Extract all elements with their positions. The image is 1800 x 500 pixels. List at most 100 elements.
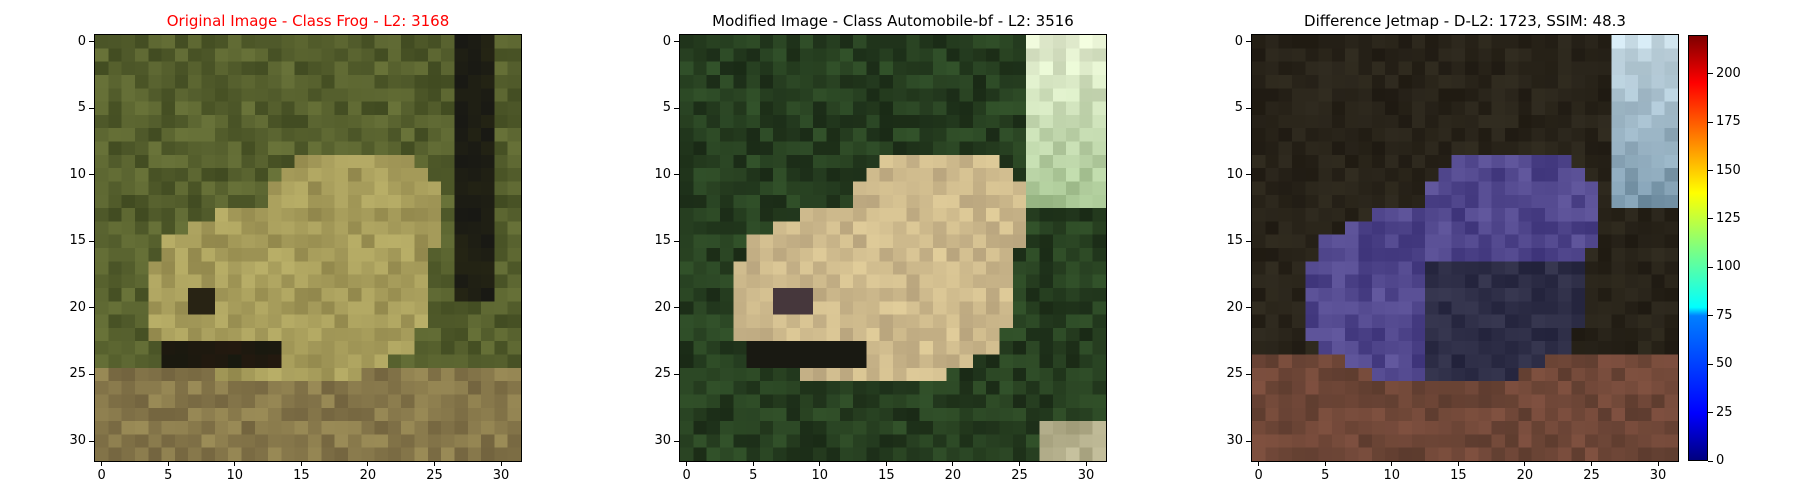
y-tick-label: 5 [662, 100, 671, 116]
panel-title-original: Original Image - Class Frog - L2: 3168 [166, 12, 450, 30]
y-tick-label: 25 [654, 366, 671, 382]
x-tick-mark [101, 461, 103, 466]
y-tick-mark [89, 373, 94, 375]
colorbar-tick-label: 0 [1716, 453, 1725, 468]
y-tick-mark [89, 240, 94, 242]
x-tick-mark [367, 461, 369, 466]
x-tick-mark [500, 461, 502, 466]
original-image [94, 34, 522, 462]
difference-jetmap-image [1251, 34, 1679, 462]
colorbar-tick-label: 150 [1716, 162, 1741, 178]
y-tick-mark [89, 307, 94, 309]
modified-image [679, 34, 1107, 462]
x-tick-label: 15 [293, 468, 310, 483]
y-tick-mark [89, 41, 94, 43]
colorbar-tick-mark [1708, 315, 1713, 317]
original-image-pixels [95, 35, 521, 461]
colorbar-tick-label: 50 [1716, 356, 1733, 372]
x-tick-mark [1018, 461, 1020, 466]
y-tick-mark [89, 174, 94, 176]
x-tick-label: 30 [1649, 468, 1667, 483]
jet-colorbar [1688, 35, 1708, 461]
x-tick-label: 10 [1383, 468, 1401, 483]
x-tick-mark [885, 461, 887, 466]
colorbar-tick-label: 175 [1716, 114, 1741, 130]
y-tick-label: 20 [69, 299, 86, 315]
x-tick-label: 25 [1011, 468, 1028, 483]
y-tick-mark [89, 107, 94, 109]
y-tick-label: 10 [69, 166, 86, 182]
colorbar-tick-mark [1708, 460, 1713, 462]
y-tick-label: 0 [662, 33, 671, 49]
x-tick-label: 30 [492, 468, 510, 483]
colorbar-tick-label: 75 [1716, 307, 1733, 323]
x-tick-label: 5 [1321, 468, 1330, 483]
x-tick-mark [1324, 461, 1326, 466]
colorbar-tick-label: 100 [1716, 259, 1741, 275]
panel-title-modified: Modified Image - Class Automobile-bf - L… [712, 12, 1074, 30]
y-tick-label: 15 [654, 233, 671, 249]
x-tick-mark [300, 461, 302, 466]
x-tick-label: 20 [944, 468, 962, 483]
x-tick-mark [1085, 461, 1087, 466]
y-tick-label: 20 [1226, 299, 1243, 315]
y-tick-label: 20 [654, 299, 671, 315]
y-tick-mark [674, 373, 679, 375]
x-tick-label: 25 [1583, 468, 1600, 483]
colorbar-tick-label: 25 [1716, 404, 1733, 420]
y-tick-mark [674, 107, 679, 109]
colorbar-tick-mark [1708, 266, 1713, 268]
y-tick-label: 30 [654, 433, 671, 449]
x-tick-mark [952, 461, 954, 466]
x-tick-mark [819, 461, 821, 466]
x-tick-mark [1657, 461, 1659, 466]
x-tick-mark [167, 461, 169, 466]
colorbar-tick-mark [1708, 363, 1713, 365]
x-tick-mark [1391, 461, 1393, 466]
colorbar-tick-mark [1708, 170, 1713, 172]
y-tick-label: 30 [1226, 433, 1243, 449]
y-tick-label: 30 [69, 433, 86, 449]
x-tick-mark [433, 461, 435, 466]
y-tick-label: 10 [1226, 166, 1243, 182]
y-tick-mark [1246, 307, 1251, 309]
y-tick-label: 15 [1226, 233, 1243, 249]
y-tick-mark [1246, 41, 1251, 43]
y-tick-mark [1246, 174, 1251, 176]
y-tick-mark [1246, 373, 1251, 375]
difference-jetmap-pixels [1252, 35, 1678, 461]
colorbar-tick-mark [1708, 412, 1713, 414]
x-tick-mark [234, 461, 236, 466]
colorbar-tick-mark [1708, 218, 1713, 220]
x-tick-mark [1524, 461, 1526, 466]
x-tick-label: 5 [749, 468, 758, 483]
x-tick-mark [686, 461, 688, 466]
y-tick-mark [674, 41, 679, 43]
x-tick-label: 0 [1254, 468, 1263, 483]
colorbar-tick-mark [1708, 73, 1713, 75]
x-tick-label: 10 [226, 468, 244, 483]
x-tick-label: 20 [359, 468, 377, 483]
y-tick-label: 5 [1234, 100, 1243, 116]
y-tick-label: 25 [1226, 366, 1243, 382]
y-tick-mark [674, 440, 679, 442]
y-tick-mark [1246, 240, 1251, 242]
x-tick-mark [1258, 461, 1260, 466]
x-tick-label: 15 [1450, 468, 1467, 483]
y-tick-label: 15 [69, 233, 86, 249]
y-tick-label: 5 [77, 100, 86, 116]
y-tick-label: 0 [1234, 33, 1243, 49]
y-tick-mark [674, 240, 679, 242]
y-tick-label: 0 [77, 33, 86, 49]
x-tick-label: 10 [811, 468, 829, 483]
x-tick-label: 15 [878, 468, 895, 483]
modified-image-pixels [680, 35, 1106, 461]
y-tick-mark [89, 440, 94, 442]
y-tick-mark [674, 307, 679, 309]
x-tick-mark [752, 461, 754, 466]
y-tick-mark [674, 174, 679, 176]
y-tick-label: 25 [69, 366, 86, 382]
x-tick-mark [1457, 461, 1459, 466]
colorbar-tick-label: 125 [1716, 210, 1741, 226]
